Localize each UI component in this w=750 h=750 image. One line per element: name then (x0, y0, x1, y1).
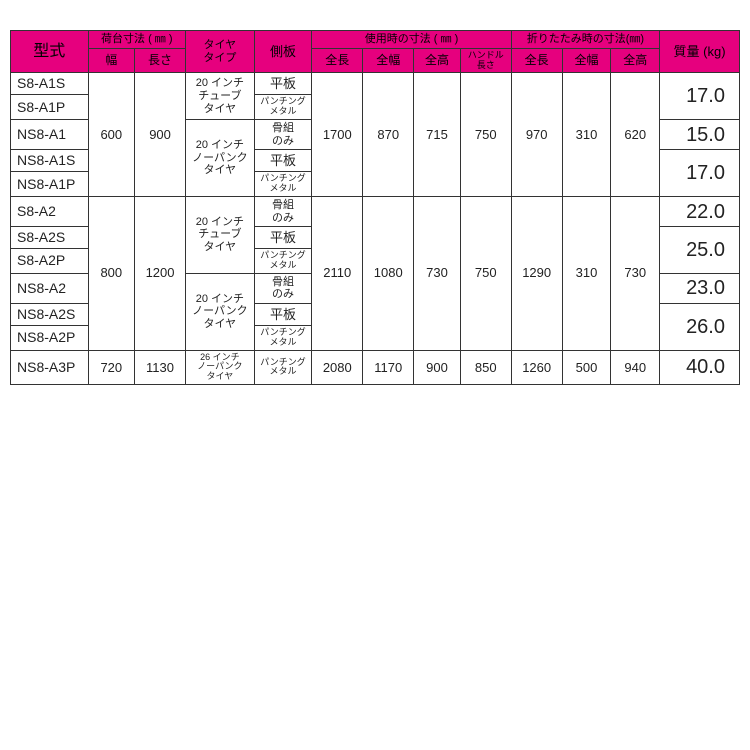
fold-h: 620 (611, 73, 660, 196)
cargo-l: 1130 (135, 350, 186, 385)
table-row: NS8-A3P 720 1130 26 インチノーパンクタイヤ パンチングメタル… (11, 350, 740, 385)
side-cell: パンチングメタル (254, 95, 312, 120)
cargo-l: 900 (135, 73, 186, 196)
use-w: 1170 (363, 350, 414, 385)
use-w: 870 (363, 73, 414, 196)
h-cargo-l: 長さ (135, 48, 186, 73)
model-cell: S8-A1S (11, 73, 89, 95)
fold-l: 1290 (511, 196, 562, 350)
model-cell: S8-A2 (11, 196, 89, 226)
cargo-l: 1200 (135, 196, 186, 350)
use-handle: 750 (460, 196, 511, 350)
cargo-w: 600 (88, 73, 135, 196)
use-h: 730 (414, 196, 461, 350)
use-l: 2080 (312, 350, 363, 385)
cargo-w: 720 (88, 350, 135, 385)
model-cell: NS8-A1 (11, 120, 89, 150)
tire-cell: 26 インチノーパンクタイヤ (186, 350, 255, 385)
h-cargo: 荷台寸法 ( ㎜ ) (88, 31, 185, 49)
h-use-h: 全高 (414, 48, 461, 73)
model-cell: S8-A2S (11, 227, 89, 249)
h-use-w: 全幅 (363, 48, 414, 73)
mass-cell: 17.0 (660, 73, 740, 120)
mass-cell: 22.0 (660, 196, 740, 226)
fold-w: 310 (562, 196, 611, 350)
h-fold-w: 全幅 (562, 48, 611, 73)
h-use: 使用時の寸法 ( ㎜ ) (312, 31, 511, 49)
spec-table: 型式 荷台寸法 ( ㎜ ) タイヤタイプ 側板 使用時の寸法 ( ㎜ ) 折りた… (10, 30, 740, 385)
h-use-handle: ハンドル長さ (460, 48, 511, 73)
fold-w: 310 (562, 73, 611, 196)
h-use-l: 全長 (312, 48, 363, 73)
tire-cell: 20 インチチューブタイヤ (186, 73, 255, 120)
side-cell: 平板 (254, 304, 312, 326)
h-cargo-w: 幅 (88, 48, 135, 73)
h-fold-h: 全高 (611, 48, 660, 73)
mass-cell: 40.0 (660, 350, 740, 385)
cargo-w: 800 (88, 196, 135, 350)
h-mass: 質量 (kg) (660, 31, 740, 73)
mass-cell: 23.0 (660, 273, 740, 303)
model-cell: S8-A2P (11, 248, 89, 273)
fold-w: 500 (562, 350, 611, 385)
fold-l: 970 (511, 73, 562, 196)
side-cell: 骨組のみ (254, 196, 312, 226)
table-row: S8-A1S 600 900 20 インチチューブタイヤ 平板 1700 870… (11, 73, 740, 95)
fold-h: 940 (611, 350, 660, 385)
side-cell: 平板 (254, 73, 312, 95)
use-h: 900 (414, 350, 461, 385)
mass-cell: 26.0 (660, 304, 740, 351)
table-row: S8-A2 800 1200 20 インチチューブタイヤ 骨組のみ 2110 1… (11, 196, 740, 226)
model-cell: S8-A1P (11, 95, 89, 120)
side-cell: 骨組のみ (254, 120, 312, 150)
h-tire: タイヤタイプ (186, 31, 255, 73)
side-cell: 平板 (254, 150, 312, 172)
mass-cell: 17.0 (660, 150, 740, 197)
fold-h: 730 (611, 196, 660, 350)
side-cell: パンチングメタル (254, 172, 312, 197)
tire-cell: 20 インチチューブタイヤ (186, 196, 255, 273)
side-cell: パンチングメタル (254, 248, 312, 273)
mass-cell: 25.0 (660, 227, 740, 274)
use-h: 715 (414, 73, 461, 196)
model-cell: NS8-A3P (11, 350, 89, 385)
h-model: 型式 (11, 31, 89, 73)
model-cell: NS8-A2 (11, 273, 89, 303)
model-cell: NS8-A2S (11, 304, 89, 326)
use-l: 1700 (312, 73, 363, 196)
use-l: 2110 (312, 196, 363, 350)
model-cell: NS8-A1P (11, 172, 89, 197)
tire-cell: 20 インチノーパンクタイヤ (186, 120, 255, 197)
h-fold: 折りたたみ時の寸法(㎜) (511, 31, 659, 49)
side-cell: 平板 (254, 227, 312, 249)
model-cell: NS8-A2P (11, 325, 89, 350)
side-cell: パンチングメタル (254, 350, 312, 385)
use-handle: 850 (460, 350, 511, 385)
side-cell: 骨組のみ (254, 273, 312, 303)
tire-cell: 20 インチノーパンクタイヤ (186, 273, 255, 350)
mass-cell: 15.0 (660, 120, 740, 150)
side-cell: パンチングメタル (254, 325, 312, 350)
fold-l: 1260 (511, 350, 562, 385)
use-handle: 750 (460, 73, 511, 196)
h-fold-l: 全長 (511, 48, 562, 73)
h-side: 側板 (254, 31, 312, 73)
model-cell: NS8-A1S (11, 150, 89, 172)
use-w: 1080 (363, 196, 414, 350)
